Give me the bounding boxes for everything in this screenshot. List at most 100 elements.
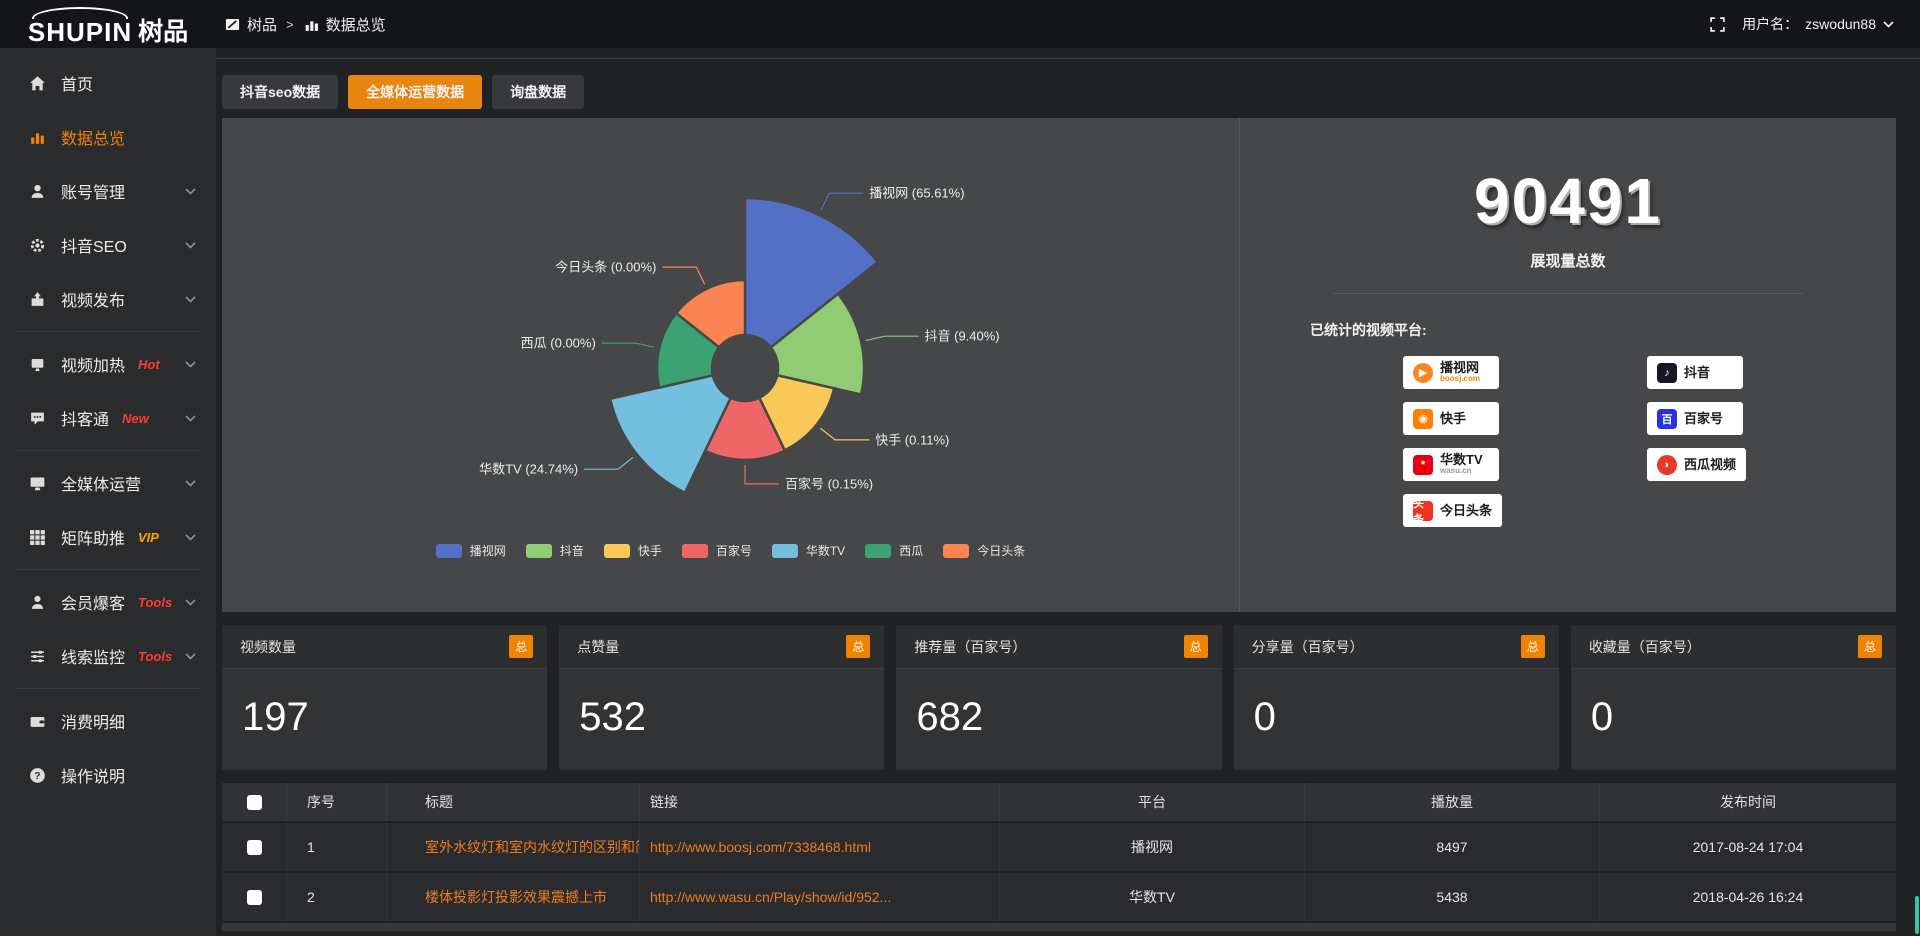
stat-card-2: 推荐量（百家号） 总 682 (896, 625, 1222, 770)
pie-label: 抖音 (9.40%) (925, 329, 1000, 344)
sidebar-item-2[interactable]: 账号管理 (0, 164, 216, 218)
tab-0[interactable]: 抖音seo数据 (222, 75, 339, 109)
user-menu[interactable]: 用户名： zswodun88 (1742, 14, 1894, 34)
sidebar-item-4[interactable]: 视频发布 (0, 272, 216, 326)
pie-slice[interactable] (674, 278, 747, 350)
gear-icon (26, 237, 48, 254)
cell-title-link[interactable]: 楼体投影灯投影效果震撼上市 (387, 873, 640, 921)
pie-label-line (601, 342, 655, 348)
pie-slice[interactable] (769, 292, 866, 396)
breadcrumb: 树品 > 数据总览 (224, 14, 386, 35)
column-header: 链接 (640, 783, 1000, 821)
breadcrumb-item-current[interactable]: 数据总览 (303, 14, 386, 35)
rose-chart-svg: 播视网 (65.61%) 抖音 (9.40%) 快手 (0.11%) 百家号 (0.1… (479, 186, 1000, 495)
table-header-row: 序号 标题 链接 平台 播放量 发布时间 (222, 783, 1896, 821)
table-row-clipped (222, 923, 1896, 931)
sidebar-item-label: 视频加热 (61, 358, 126, 375)
pie-label: 华数TV (24.74%) (479, 462, 578, 477)
platform-logo-icon: * (1413, 454, 1433, 475)
sidebar-item-16[interactable]: ? 操作说明 (0, 748, 216, 802)
chevron-down-icon (185, 355, 196, 373)
breadcrumb-label: 数据总览 (325, 16, 386, 34)
stat-card-3: 分享量（百家号） 总 0 (1233, 625, 1559, 770)
cell-index: 1 (287, 823, 387, 871)
legend-item[interactable]: 百家号 (681, 542, 752, 559)
platform-column: ▶ 播视网 boosj.com ◉ 快手 * 华数TV wasu.cn 头条 今日头条 (1403, 356, 1503, 527)
legend-swatch (603, 543, 630, 558)
sidebar-item-label: 视频发布 (61, 293, 126, 310)
total-badge: 总 (509, 635, 534, 658)
cell-title-link[interactable]: 室外水纹灯和室内水纹灯的区别和简介 (387, 823, 640, 871)
platform-logo-icon: ◉ (1413, 408, 1433, 429)
pie-slice[interactable] (608, 373, 733, 495)
monitor-icon (26, 475, 48, 492)
tab-2[interactable]: 询盘数据 (492, 75, 585, 109)
data-tabs: 抖音seo数据 全媒体运营数据 询盘数据 (222, 75, 1896, 109)
total-badge: 总 (1520, 635, 1545, 658)
platform-name: 华数TV (1440, 452, 1483, 468)
cell-time: 2017-08-24 17:04 (1692, 839, 1804, 855)
legend-label: 今日头条 (977, 544, 1026, 558)
legend-item[interactable]: 今日头条 (943, 542, 1025, 559)
breadcrumb-item-home[interactable]: 树品 (224, 14, 277, 35)
legend-item[interactable]: 播视网 (435, 542, 506, 559)
platform-badge: 百百家号 (1647, 402, 1743, 435)
sidebar-item-12[interactable]: 会员爆客 Tools (0, 575, 216, 629)
stat-card-value: 0 (1590, 695, 1614, 739)
row-checkbox[interactable] (246, 839, 262, 855)
legend-swatch (681, 543, 708, 558)
pie-slice[interactable] (743, 196, 880, 350)
pie-label: 快手 (0.11%) (875, 432, 949, 447)
fullscreen-icon[interactable] (1709, 16, 1726, 33)
sidebar-item-7[interactable]: 抖客通 New (0, 391, 216, 445)
row-checkbox[interactable] (246, 889, 262, 905)
user-icon (26, 183, 48, 200)
platforms-title: 已统计的视频平台: (1310, 322, 1427, 338)
pie-label-line (820, 192, 864, 211)
sidebar-item-10[interactable]: 矩阵助推 VIP (0, 510, 216, 564)
sidebar-item-tag: Hot (138, 356, 160, 372)
sidebar-item-6[interactable]: 视频加热 Hot (0, 337, 216, 391)
stat-card-value: 0 (1253, 695, 1276, 739)
sidebar-item-9[interactable]: 全媒体运营 (0, 456, 216, 510)
sidebar-item-1[interactable]: 数据总览 (0, 110, 216, 164)
sidebar-item-label: 消费明细 (61, 715, 126, 732)
pie-label-line (819, 427, 870, 441)
legend-label: 西瓜 (899, 544, 924, 558)
sidebar-item-label: 线索监控 (61, 650, 126, 667)
sidebar-item-15[interactable]: 消费明细 (0, 694, 216, 748)
sidebar-item-3[interactable]: 抖音SEO (0, 218, 216, 272)
sidebar-item-label: 全媒体运营 (61, 477, 142, 494)
platform-name: 今日头条 (1440, 502, 1493, 518)
username-value: zswodun88 (1805, 16, 1876, 32)
chevron-down-icon (185, 647, 196, 665)
screen-icon (26, 356, 48, 373)
platform-name: 百家号 (1684, 410, 1724, 426)
tab-1[interactable]: 全媒体运营数据 (348, 75, 483, 109)
publish-icon (26, 291, 48, 308)
sidebar-item-13[interactable]: 线索监控 Tools (0, 629, 216, 683)
stat-card-label: 分享量（百家号） (1251, 638, 1364, 655)
stat-card-value: 682 (916, 695, 984, 739)
stat-card-label: 推荐量（百家号） (914, 638, 1027, 655)
platform-badge: ◉ 快手 (1403, 402, 1499, 435)
platform-badge: ◗ 西瓜视频 (1647, 448, 1747, 481)
legend-item[interactable]: 快手 (603, 542, 662, 559)
topbar: SHUPIN 树品 树品 > 数据总览 用户名： zswodun88 (0, 0, 1920, 48)
platform-column: ♪ 抖音百百家号 ◗ 西瓜视频 (1647, 356, 1747, 481)
total-badge: 总 (1183, 635, 1208, 658)
legend-item[interactable]: 抖音 (525, 542, 584, 559)
platform-name: 抖音 (1684, 364, 1711, 380)
app-logo: SHUPIN 树品 (0, 1, 216, 48)
cell-url-link[interactable]: http://www.wasu.cn/Play/show/id/952... (640, 873, 1000, 921)
cell-url-link[interactable]: http://www.boosj.com/7338468.html (640, 823, 1000, 871)
legend-item[interactable]: 西瓜 (865, 542, 923, 559)
summary-divider (1333, 293, 1803, 294)
select-all-checkbox[interactable] (246, 794, 262, 810)
sidebar-item-label: 数据总览 (61, 131, 126, 148)
scrollbar-thumb[interactable] (1915, 896, 1919, 934)
sidebar-item-0[interactable]: 首页 (0, 56, 216, 110)
legend-item[interactable]: 华数TV (771, 542, 845, 559)
chart-legend: 播视网 抖音 快手 百家号 华数TV 西瓜 今日头条 (222, 542, 1239, 559)
legend-swatch (943, 543, 970, 558)
